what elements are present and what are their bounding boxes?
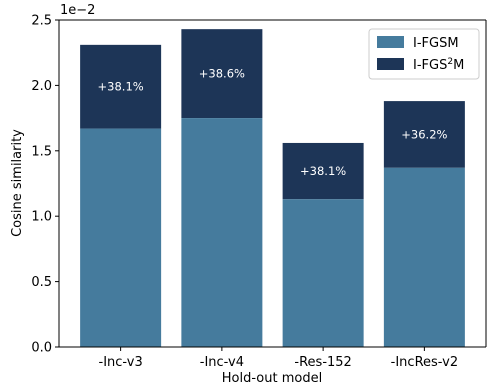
legend-label-i-fgsm: I-FGSM [413,36,459,51]
legend-label-sup: 2 [447,57,453,67]
bar-i-fgsm [80,128,162,347]
bars-layer [80,29,465,347]
bar-i-fgs2m [383,101,465,168]
bar-i-fgs2m [80,44,162,129]
scale-label: 1e−2 [60,3,95,18]
bar-i-fgsm [282,199,364,347]
legend-label-tail: M [453,58,464,73]
x-tick-label: -Res-152 [294,355,351,370]
bar-annotation: +38.1% [300,164,346,178]
y-tick-label: 1.0 [31,210,52,225]
y-tick-label: 2.5 [31,14,52,29]
bar-i-fgsm [181,118,263,347]
bar-annotation: +38.1% [98,80,144,94]
legend-label-i-fgs2m: I-FGS2M [413,57,464,73]
legend: I-FGSM I-FGS2M [368,28,480,80]
legend-swatch-i-fgsm [377,36,404,48]
x-ticks: -Inc-v3 -Inc-v4 -Res-152 -IncRes-v2 [99,347,458,370]
bar-i-fgs2m [282,142,364,200]
bar-i-fgsm [383,167,465,347]
legend-swatch-i-fgs2m [377,58,404,70]
y-tick-label: 1.5 [31,144,52,159]
bar-annotation: +38.6% [199,67,245,81]
x-tick-label: -Inc-v3 [99,355,143,370]
annotations-layer: +38.1% +38.6% +38.1% +36.2% [98,67,448,178]
bar-annotation: +36.2% [401,127,447,141]
x-tick-label: -IncRes-v2 [391,355,458,370]
y-tick-label: 2.0 [31,79,52,94]
legend-label-base: I-FGS [413,58,447,73]
y-ticks: 0.0 0.5 1.0 1.5 2.0 2.5 [31,14,59,356]
bar-i-fgs2m [181,29,263,119]
y-tick-label: 0.0 [31,341,52,356]
x-tick-label: -Inc-v4 [200,355,244,370]
y-tick-label: 0.5 [31,275,52,290]
y-axis-label: Cosine similarity [10,129,25,237]
x-axis-label: Hold-out model [222,371,322,386]
